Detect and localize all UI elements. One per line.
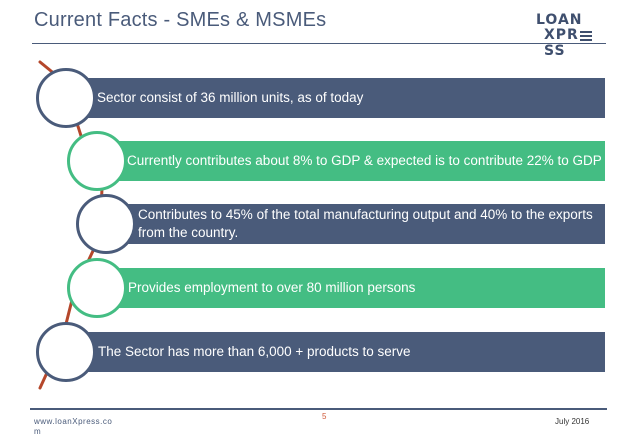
fact-marker-3 [76, 194, 136, 254]
fact-text-5: The Sector has more than 6,000 + product… [98, 344, 411, 359]
fact-text-1: Sector consist of 36 million units, as o… [97, 90, 364, 105]
fact-bar-2: Currently contributes about 8% to GDP & … [97, 141, 605, 181]
fact-marker-5 [36, 322, 96, 382]
fact-bar-4: Provides employment to over 80 million p… [97, 268, 605, 308]
page-number: 5 [322, 412, 327, 421]
footer-divider [30, 408, 607, 410]
fact-text-4: Provides employment to over 80 million p… [128, 280, 416, 295]
page-title: Current Facts - SMEs & MSMEs [34, 9, 327, 31]
fact-marker-1 [36, 68, 96, 128]
fact-marker-4 [67, 258, 127, 318]
header-divider [32, 43, 606, 44]
fact-text-2: Currently contributes about 8% to GDP & … [127, 153, 602, 168]
loanxpress-logo: LOAN XPR SS [536, 12, 606, 59]
logo-e-bars-icon [580, 31, 592, 41]
fact-bar-3: Contributes to 45% of the total manufact… [106, 204, 605, 244]
footer-date: July 2016 [555, 417, 590, 426]
fact-bar-1: Sector consist of 36 million units, as o… [66, 78, 605, 118]
fact-text-3: Contributes to 45% of the total manufact… [138, 207, 593, 240]
footer-website: www.loanXpress.com [34, 417, 113, 436]
fact-bar-5: The Sector has more than 6,000 + product… [66, 332, 605, 372]
fact-marker-2 [67, 131, 127, 191]
